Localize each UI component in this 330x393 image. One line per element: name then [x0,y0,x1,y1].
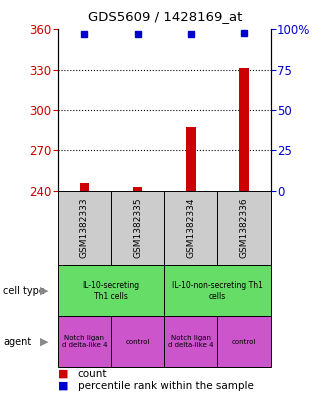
Text: GSM1382333: GSM1382333 [80,198,89,258]
Bar [58,191,111,265]
Text: cell type: cell type [3,286,45,296]
Bar [111,316,164,367]
Bar [239,68,249,191]
Text: GSM1382335: GSM1382335 [133,198,142,258]
Text: ▶: ▶ [40,286,49,296]
Text: Notch ligan
d delta-like 4: Notch ligan d delta-like 4 [62,335,107,349]
Text: IL-10-non-secreting Th1
cells: IL-10-non-secreting Th1 cells [172,281,263,301]
Bar [80,182,89,191]
Bar [58,265,164,316]
Text: IL-10-secreting
Th1 cells: IL-10-secreting Th1 cells [82,281,140,301]
Bar [186,127,196,191]
Text: GSM1382334: GSM1382334 [186,198,195,258]
Text: ■: ■ [58,381,68,391]
Text: ■: ■ [58,369,68,379]
Text: ▶: ▶ [40,337,49,347]
Bar [164,265,271,316]
Bar [133,187,142,191]
Text: agent: agent [3,337,32,347]
Text: GDS5609 / 1428169_at: GDS5609 / 1428169_at [88,10,242,23]
Bar [217,316,271,367]
Text: percentile rank within the sample: percentile rank within the sample [78,381,253,391]
Bar [217,191,271,265]
Bar [164,316,217,367]
Text: Notch ligan
d delta-like 4: Notch ligan d delta-like 4 [168,335,214,349]
Text: control: control [125,339,150,345]
Bar [111,191,164,265]
Bar [58,316,111,367]
Text: count: count [78,369,107,379]
Bar [164,191,217,265]
Text: control: control [232,339,256,345]
Text: GSM1382336: GSM1382336 [240,198,248,258]
